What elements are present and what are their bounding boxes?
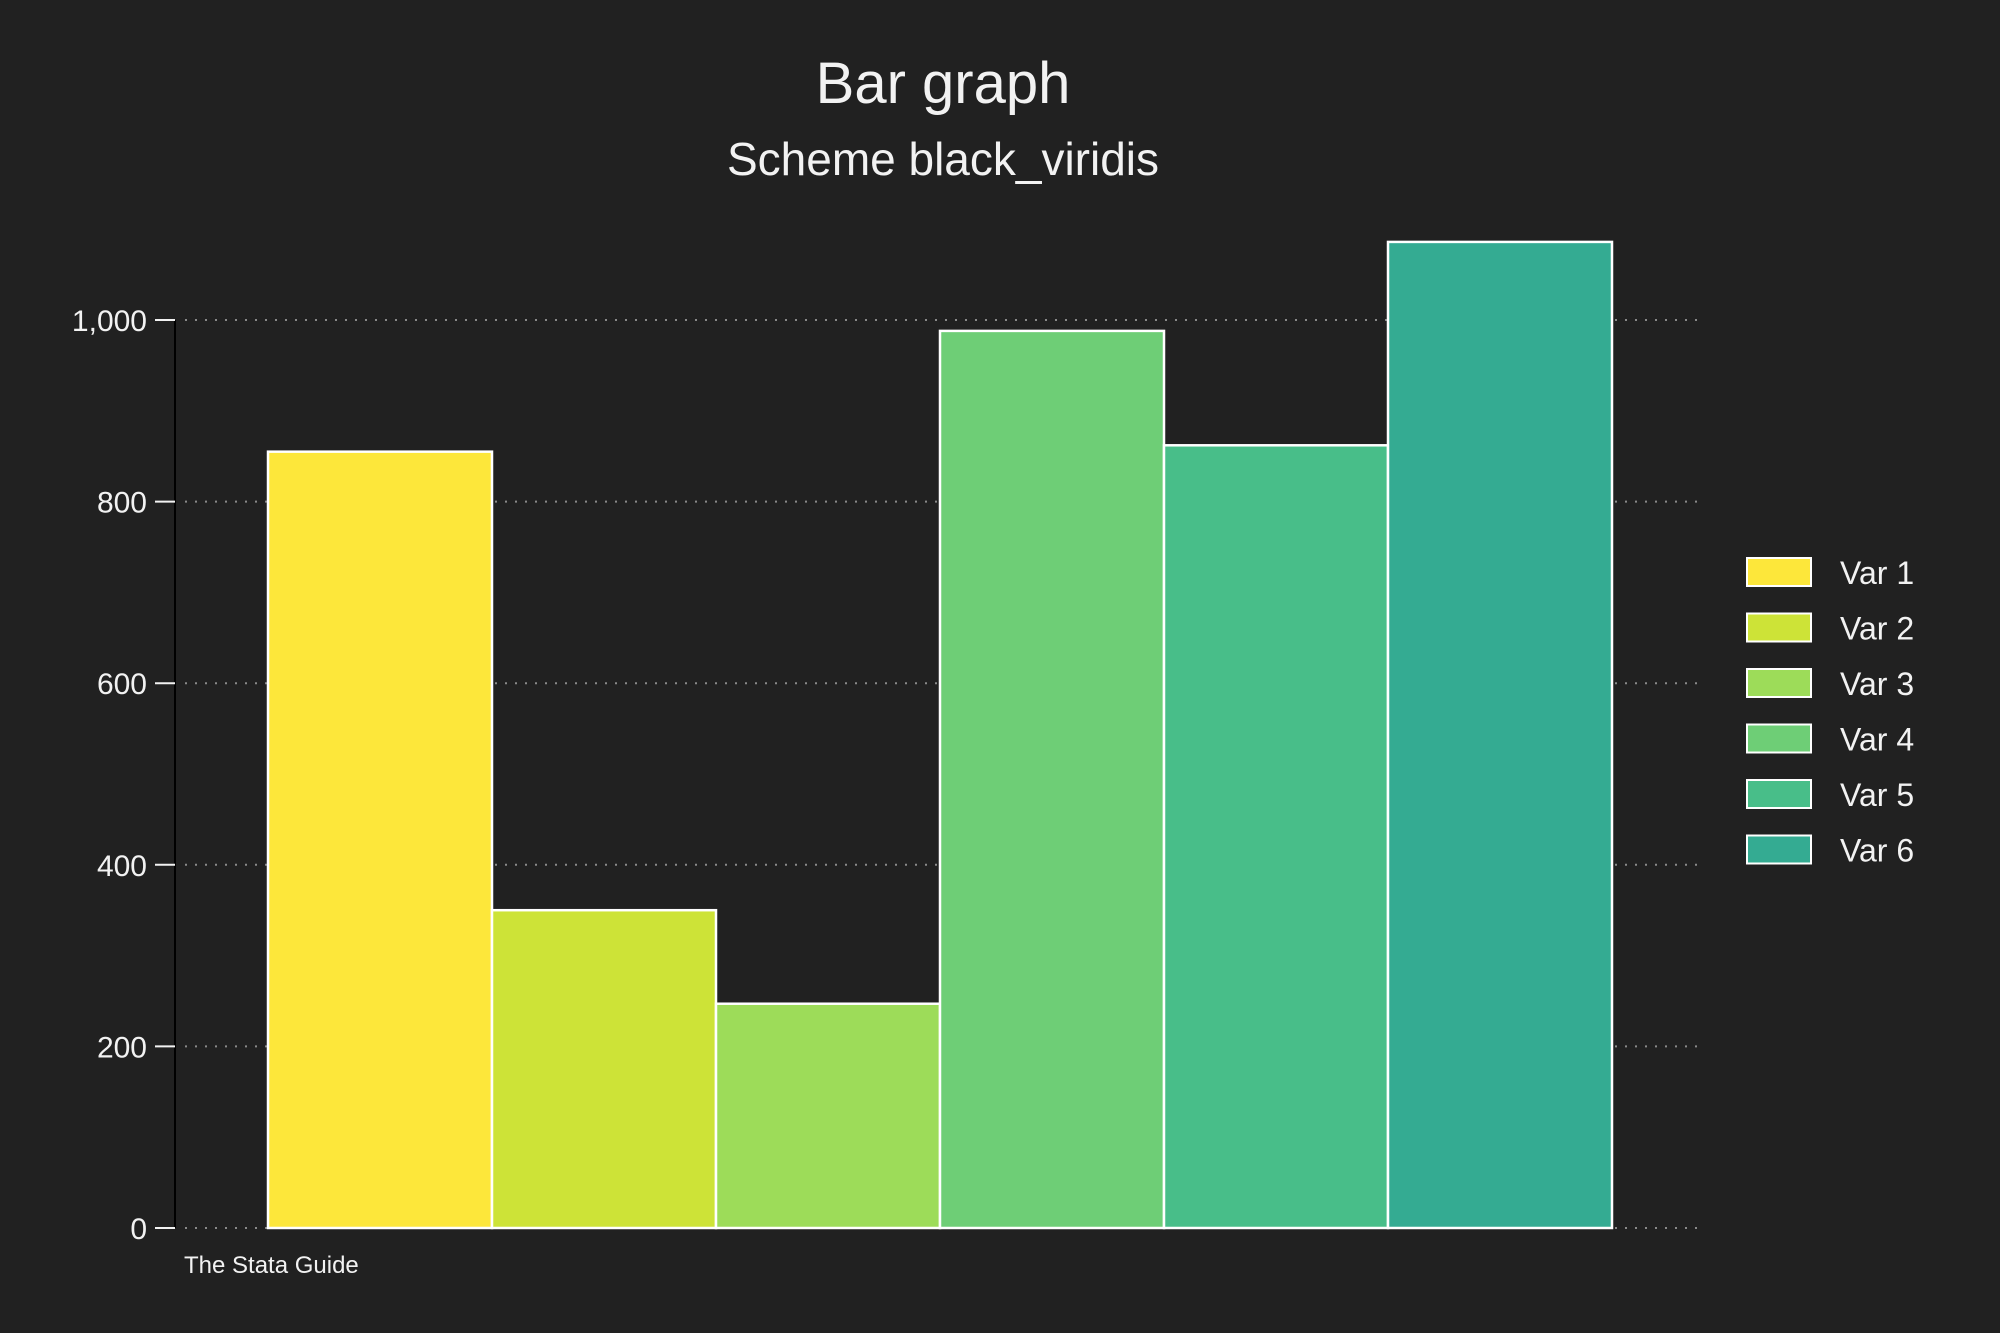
legend-label: Var 6 <box>1840 833 1914 869</box>
y-axis: 0 200 400 600 800 1,000 <box>72 305 175 1246</box>
bar-var-6 <box>1386 240 1614 1230</box>
y-tick-label: 800 <box>97 487 147 520</box>
legend-label: Var 3 <box>1840 666 1914 702</box>
legend-label: Var 5 <box>1840 777 1914 813</box>
legend-swatch <box>1746 557 1812 587</box>
legend-label: Var 1 <box>1840 555 1914 591</box>
legend: Var 1 Var 2 Var 3 Var 4 Var 5 Var 6 <box>1746 555 1914 869</box>
y-tick-label: 0 <box>130 1213 147 1246</box>
bars <box>266 240 1614 1230</box>
legend-label: Var 4 <box>1840 722 1914 758</box>
y-tick-label: 600 <box>97 668 147 701</box>
bar-var-5 <box>1162 444 1390 1230</box>
bar-var-3 <box>714 1002 942 1230</box>
legend-swatch <box>1746 723 1812 754</box>
bar-var-4 <box>938 329 1166 1230</box>
legend-swatch <box>1746 668 1812 698</box>
legend-swatch <box>1746 779 1812 809</box>
bar-var-2 <box>490 908 718 1230</box>
y-tick-label: 1,000 <box>72 305 147 338</box>
chart-subtitle: Scheme black_viridis <box>727 133 1159 185</box>
bar-var-1 <box>266 450 494 1230</box>
y-tick-label: 400 <box>97 850 147 883</box>
legend-swatch <box>1746 834 1812 865</box>
legend-label: Var 2 <box>1840 611 1914 647</box>
y-tick-label: 200 <box>97 1031 147 1064</box>
chart-title: Bar graph <box>816 51 1071 116</box>
legend-swatch <box>1746 612 1812 643</box>
chart-note: The Stata Guide <box>184 1252 359 1279</box>
